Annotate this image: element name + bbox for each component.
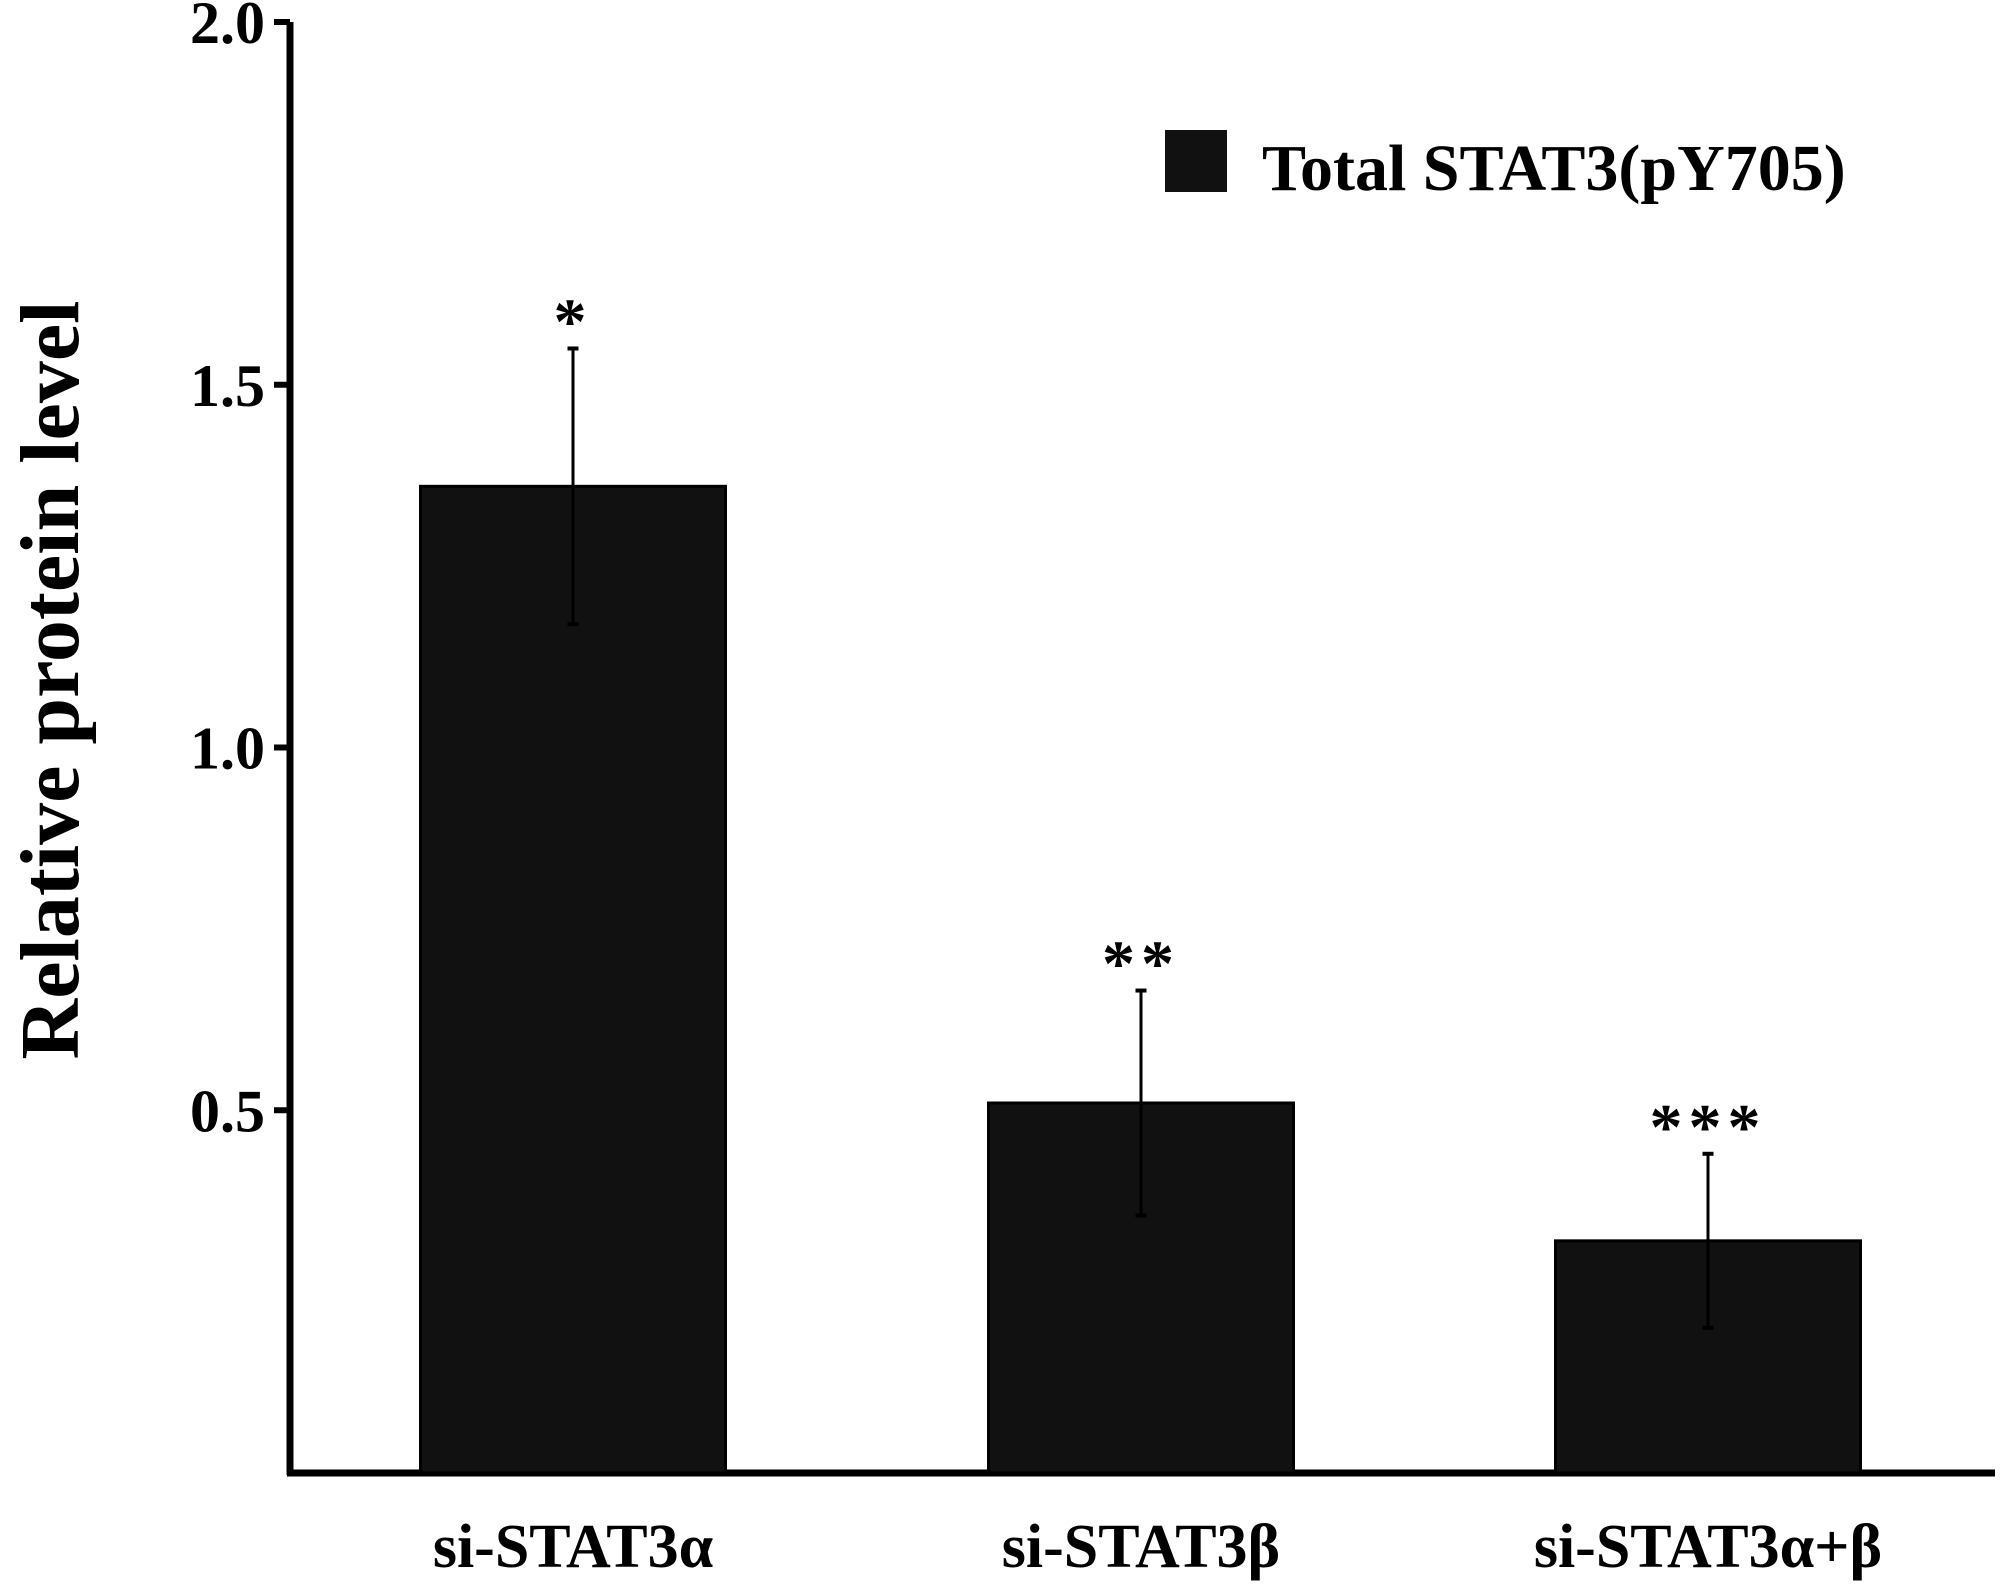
error-bars xyxy=(567,346,1714,1330)
y-tick-label: 1.0 xyxy=(190,716,265,782)
significance-label: *** xyxy=(1650,1091,1767,1164)
category-labels: si-STAT3α si-STAT3β si-STAT3α+β xyxy=(433,1513,1882,1581)
legend-swatch xyxy=(1165,130,1227,192)
significance-label: * xyxy=(554,285,593,358)
significance-label: ** xyxy=(1102,928,1180,1001)
bar xyxy=(419,484,727,1475)
bars xyxy=(419,484,1862,1475)
y-tick-label: 1.5 xyxy=(190,353,265,419)
significance-labels: ****** xyxy=(554,285,1767,1164)
legend: Total STAT3(pY705) xyxy=(1165,130,1846,205)
category-label: si-STAT3α xyxy=(433,1513,713,1581)
category-label: si-STAT3β xyxy=(1002,1513,1280,1581)
y-axis-title: Relative protein level xyxy=(4,301,97,1060)
y-axis-title-group: Relative protein level xyxy=(4,301,97,1060)
y-ticks: 0.5 1.0 1.5 2.0 xyxy=(190,0,290,1144)
category-label: si-STAT3α+β xyxy=(1534,1513,1882,1581)
y-tick-label: 2.0 xyxy=(190,0,265,56)
y-tick-label: 0.5 xyxy=(190,1078,265,1144)
legend-label: Total STAT3(pY705) xyxy=(1262,132,1846,205)
